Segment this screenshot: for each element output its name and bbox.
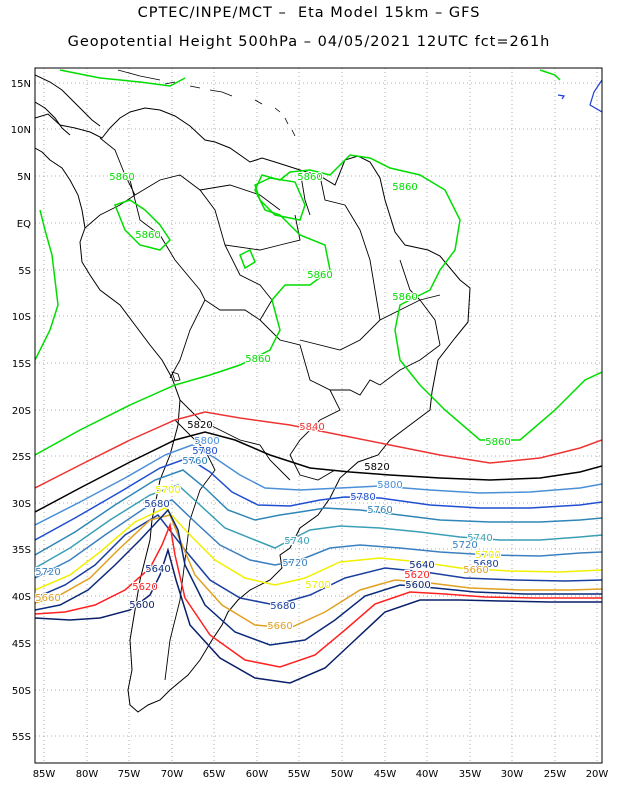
longitude-label: 80W: [76, 769, 99, 780]
contour-label-5820: 5820: [187, 420, 212, 431]
contour-label-5660: 5660: [463, 565, 488, 576]
contour-label-5660: 5660: [267, 621, 292, 632]
longitude-label: 70W: [161, 769, 184, 780]
longitude-label: 30W: [501, 769, 524, 780]
contour-label-5860: 5860: [109, 172, 134, 183]
contour-5860: [35, 154, 602, 456]
longitude-label: 50W: [331, 769, 354, 780]
africa-coastline: [557, 79, 602, 113]
latitude-label: 5N: [17, 172, 31, 183]
latitude-label: 25S: [12, 452, 31, 463]
contour-5780: [35, 457, 602, 541]
contour-5620: [35, 522, 602, 668]
contour-label-5660: 5660: [35, 593, 60, 604]
contour-5860-north: [35, 69, 561, 361]
map-frame: [34, 67, 603, 764]
contour-label-5860: 5860: [135, 230, 160, 241]
contour-label-5860: 5860: [485, 437, 510, 448]
contour-layer: [35, 69, 602, 684]
contour-label-5800: 5800: [194, 436, 219, 447]
latitude-label: 20S: [12, 406, 31, 417]
contour-5660: [35, 514, 602, 629]
contour-5820: [35, 431, 602, 513]
latitude-label: 15S: [12, 359, 31, 370]
map-title: CPTEC/INPE/MCT – Eta Model 15km – GFS: [137, 5, 481, 21]
latitude-label: 30S: [12, 499, 31, 510]
contour-label-5600: 5600: [405, 580, 430, 591]
lake-titicaca: [171, 371, 181, 382]
contour-label-5860: 5860: [245, 354, 270, 365]
contour-label-5620: 5620: [132, 582, 157, 593]
contour-label-5700: 5700: [475, 550, 500, 561]
contour-label-5800: 5800: [377, 480, 402, 491]
longitude-label: 55W: [288, 769, 311, 780]
contour-label-5600: 5600: [129, 600, 154, 611]
latitude-label: 50S: [12, 686, 31, 697]
longitude-label: 65W: [203, 769, 226, 780]
south-america-coastline: [35, 107, 471, 713]
contour-5860-inner: [254, 177, 306, 221]
longitude-label: 85W: [33, 769, 56, 780]
contour-5640: [35, 508, 602, 646]
contour-5700: [35, 507, 602, 591]
latitude-label: 35S: [12, 545, 31, 556]
contour-label-5860: 5860: [392, 292, 417, 303]
contour-label-5720: 5720: [452, 540, 477, 551]
contour-label-5640: 5640: [145, 564, 170, 575]
contour-5760: [35, 469, 602, 556]
graticule: [35, 68, 602, 763]
contour-label-5700: 5700: [155, 485, 180, 496]
longitude-label: 20W: [586, 769, 609, 780]
latitude-label: 10S: [12, 312, 31, 323]
contour-label-5840: 5840: [299, 422, 324, 433]
contour-label-5860: 5860: [392, 182, 417, 193]
latitude-label: 55S: [12, 732, 31, 743]
contour-label-5780: 5780: [350, 492, 375, 503]
contour-label-5760: 5760: [182, 456, 207, 467]
contour-labels: 5860 5860 5860 5860 5860 5860 5860 5860 5840 5820…: [34, 171, 512, 633]
contour-label-5860: 5860: [297, 172, 322, 183]
contour-label-5640: 5640: [409, 560, 434, 571]
geography-layer: [35, 69, 602, 713]
axis-labels: 15N 10N 5N EQ 5S 10S 15S 20S 25S 30S 35S 40S 45S 50S 5…: [11, 79, 609, 780]
contour-5840: [35, 411, 602, 489]
contour-label-5620: 5620: [404, 570, 429, 581]
contour-5600: [35, 547, 602, 684]
longitude-label: 35W: [459, 769, 482, 780]
contour-label-5700: 5700: [305, 580, 330, 591]
longitude-label: 45W: [374, 769, 397, 780]
latitude-label: 5S: [18, 266, 31, 277]
map-subtitle: Geopotential Height 500hPa – 04/05/2021 …: [67, 34, 551, 50]
longitude-label: 60W: [246, 769, 269, 780]
central-america-coastline: [35, 74, 101, 136]
contour-label-5760: 5760: [367, 505, 392, 516]
contour-label-5780: 5780: [192, 446, 217, 457]
contour-5720: [35, 499, 602, 579]
contour-5860-island: [114, 199, 256, 270]
contour-5800: [35, 444, 602, 526]
contour-label-5680: 5680: [270, 601, 295, 612]
latitude-label: 45S: [12, 639, 31, 650]
latitude-label: EQ: [17, 219, 31, 230]
caribbean-islands: [117, 69, 296, 137]
longitude-label: 25W: [544, 769, 567, 780]
contour-5680: [35, 514, 602, 606]
contour-label-5720: 5720: [282, 558, 307, 569]
contour-5740: [35, 484, 602, 569]
latitude-label: 40S: [12, 592, 31, 603]
country-borders: [84, 137, 441, 681]
contour-label-5720: 5720: [35, 567, 60, 578]
contour-label-5680: 5680: [144, 499, 169, 510]
contour-label-5740: 5740: [284, 536, 309, 547]
latitude-label: 10N: [11, 125, 31, 136]
latitude-label: 15N: [11, 79, 31, 90]
longitude-label: 75W: [118, 769, 141, 780]
contour-label-5680: 5680: [473, 559, 498, 570]
contour-label-5860: 5860: [307, 270, 332, 281]
longitude-label: 40W: [416, 769, 439, 780]
contour-label-5820: 5820: [364, 462, 389, 473]
contour-label-5740: 5740: [467, 533, 492, 544]
